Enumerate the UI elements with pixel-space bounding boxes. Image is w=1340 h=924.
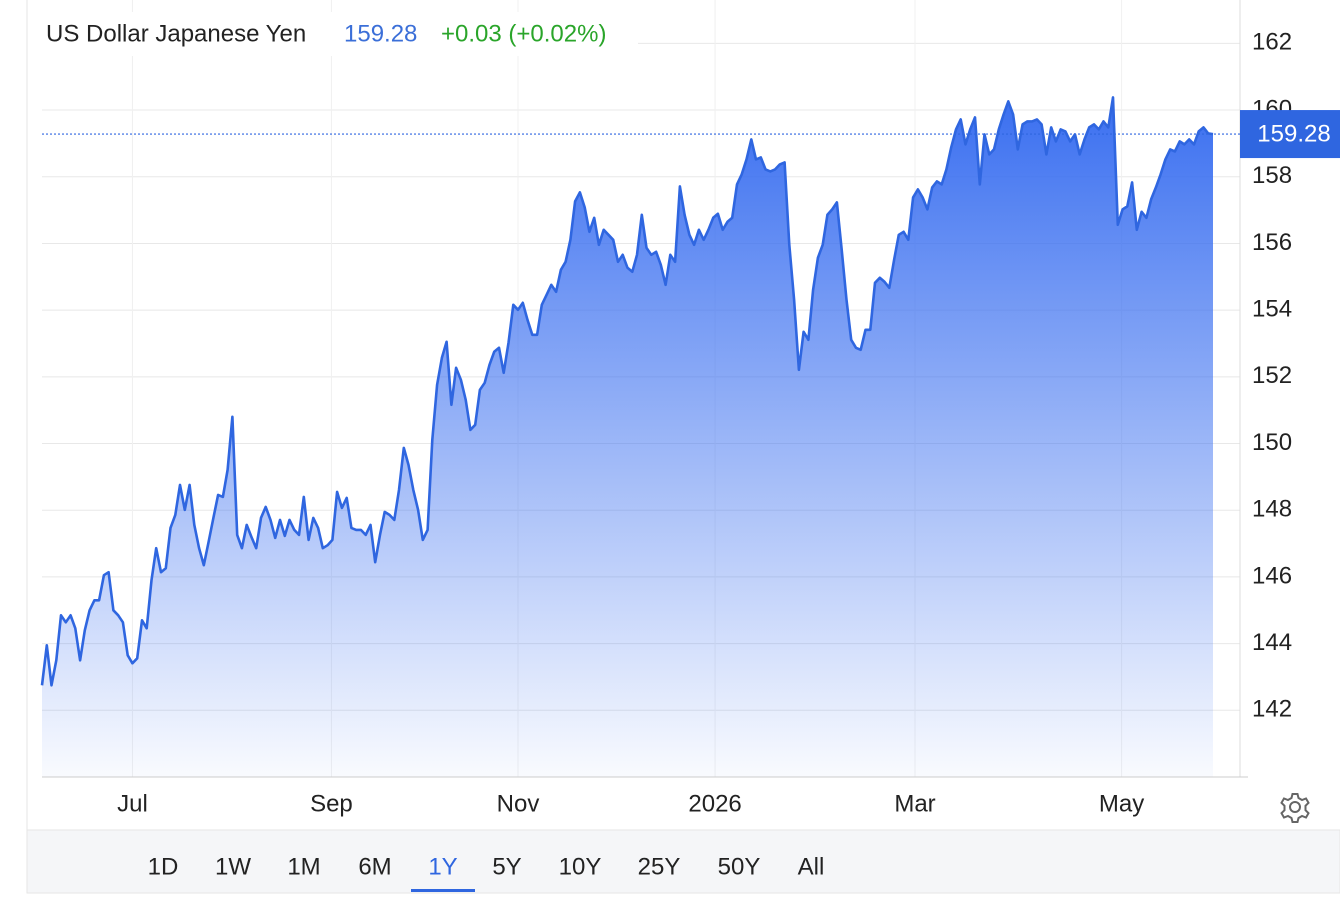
y-tick-label: 144 bbox=[1252, 629, 1292, 656]
range-selected-underline bbox=[411, 889, 475, 892]
range-button[interactable]: 1M bbox=[287, 853, 320, 880]
y-tick-label: 146 bbox=[1252, 562, 1292, 589]
range-button[interactable]: 25Y bbox=[638, 853, 681, 880]
last-price-label: 159.28 bbox=[1257, 120, 1330, 147]
title-bg bbox=[38, 12, 638, 56]
plot bbox=[40, 96, 1214, 777]
y-tick-label: 142 bbox=[1252, 696, 1292, 723]
line bbox=[40, 96, 1214, 687]
chart-title: US Dollar Japanese Yen bbox=[46, 20, 306, 47]
x-tick-label: Sep bbox=[310, 790, 353, 817]
x-tick-label: Jul bbox=[117, 790, 148, 817]
area bbox=[42, 97, 1213, 777]
range-button[interactable]: 1Y bbox=[428, 853, 457, 880]
range-button[interactable]: 10Y bbox=[559, 853, 602, 880]
range-button[interactable]: 6M bbox=[358, 853, 391, 880]
y-tick-label: 150 bbox=[1252, 429, 1292, 456]
range-button[interactable]: 50Y bbox=[718, 853, 761, 880]
y-tick-label: 152 bbox=[1252, 362, 1292, 389]
range-button[interactable]: 5Y bbox=[492, 853, 521, 880]
last-price-badge bbox=[1240, 110, 1340, 159]
range-button[interactable]: All bbox=[798, 853, 825, 880]
y-tick-label: 148 bbox=[1252, 496, 1292, 523]
price: 159.28 bbox=[344, 20, 417, 47]
x-tick-label: Nov bbox=[497, 790, 540, 817]
y-tick-label: 158 bbox=[1252, 162, 1292, 189]
x-tick-label: Mar bbox=[894, 790, 935, 817]
x-tick-label: May bbox=[1099, 790, 1144, 817]
range-buttons: 1D 1W 1M 6M 1Y 5Y 10Y 25Y 50Y All bbox=[148, 853, 825, 892]
y-tick-label: 162 bbox=[1252, 29, 1292, 56]
price-change: +0.03 (+0.02%) bbox=[441, 20, 606, 47]
y-tick-label: 156 bbox=[1252, 229, 1292, 256]
y-tick-label: 154 bbox=[1252, 295, 1292, 322]
settings-icon[interactable] bbox=[1280, 793, 1310, 823]
x-tick-label: 2026 bbox=[688, 790, 741, 817]
range-button[interactable]: 1D bbox=[148, 853, 179, 880]
range-bar bbox=[26, 829, 1340, 894]
range-button[interactable]: 1W bbox=[215, 853, 251, 880]
